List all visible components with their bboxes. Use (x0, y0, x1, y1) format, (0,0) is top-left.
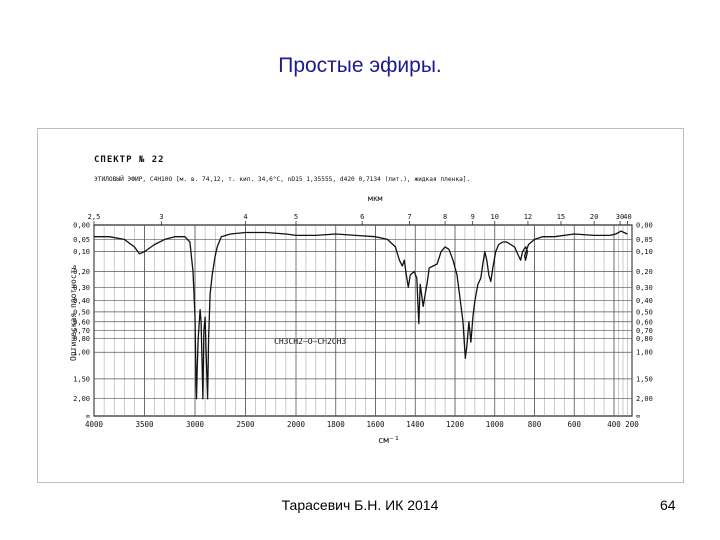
left-tick-label: 0,05 (73, 236, 90, 244)
spectrum-series (94, 230, 628, 400)
left-tick-label: 0,70 (73, 327, 90, 335)
top-tick-label: 2,5 (88, 213, 101, 221)
right-tick-label: 0,20 (636, 268, 653, 276)
spectrum-frame (37, 128, 684, 483)
right-tick-label: 0,10 (636, 248, 653, 256)
bottom-tick-label: 4000 (85, 420, 104, 429)
left-tick-label: 0,20 (73, 268, 90, 276)
top-tick-label: 30 (616, 213, 624, 221)
grid (93, 224, 633, 417)
bottom-tick-label: 3500 (135, 420, 154, 429)
top-tick-label: 20 (590, 213, 598, 221)
right-tick-label: 0,00 (636, 222, 653, 230)
bottom-tick-label: 1200 (446, 420, 465, 429)
bottom-tick-label: 1400 (406, 420, 425, 429)
page-number: 64 (660, 497, 676, 513)
bottom-tick-label: 200 (625, 420, 639, 429)
right-tick-label: 0,80 (636, 335, 653, 343)
right-tick-label: 0,40 (636, 297, 653, 305)
bottom-tick-label: 1600 (366, 420, 385, 429)
inset-formula-label: CH3CH2–O–CH2CH3 (274, 337, 346, 346)
left-tick-label: ∞ (86, 413, 90, 421)
right-tick-label: 0,05 (636, 236, 653, 244)
bottom-tick-label: 1800 (327, 420, 346, 429)
right-tick-label: 2,00 (636, 395, 653, 403)
spectrum-line-0 (94, 230, 628, 400)
bottom-tick-label: 600 (567, 420, 581, 429)
top-tick-label: 40 (623, 213, 631, 221)
bottom-tick-label: 1000 (486, 420, 505, 429)
top-axis-title: мкм (368, 194, 383, 203)
top-tick-label: 5 (294, 213, 298, 221)
axis-ticks: 4000 3500 3000 2500 2000 1800 1600 1400 1200 1000… (73, 213, 653, 429)
left-tick-label: 0,50 (73, 308, 90, 316)
top-tick-label: 9 (471, 213, 475, 221)
top-tick-label: 3 (159, 213, 163, 221)
left-tick-label: 2,00 (73, 395, 90, 403)
top-tick-label: 4 (243, 213, 247, 221)
bottom-tick-label: 2500 (236, 420, 255, 429)
right-tick-label: ∞ (636, 413, 640, 421)
spectrum-header-line1: СПЕКТР № 22 (94, 155, 165, 165)
spectrum-header-line2: ЭТИЛОВЫЙ ЭФИР, C4H10O [м. в. 74,12, т. к… (94, 174, 470, 183)
bottom-tick-label: 400 (607, 420, 621, 429)
top-tick-label: 15 (557, 213, 565, 221)
right-tick-label: 0,30 (636, 284, 653, 292)
bottom-axis-title: см⁻¹ (378, 436, 400, 446)
right-tick-label: 1,50 (636, 375, 653, 383)
top-tick-label: 6 (360, 213, 364, 221)
top-tick-label: 12 (524, 213, 532, 221)
left-tick-label: 0,80 (73, 335, 90, 343)
right-tick-label: 0,70 (636, 327, 653, 335)
left-tick-label: 1,50 (73, 375, 90, 383)
right-tick-label: 0,50 (636, 308, 653, 316)
bottom-tick-label: 2000 (287, 420, 306, 429)
left-axis-title: Оптическая плотность (69, 264, 78, 361)
left-tick-label: 0,30 (73, 284, 90, 292)
top-tick-label: 10 (491, 213, 499, 221)
footer-author: Тарасевич Б.Н. ИК 2014 (281, 497, 439, 513)
right-tick-label: 1,00 (636, 349, 653, 357)
left-tick-label: 0,40 (73, 297, 90, 305)
left-tick-label: 1,00 (73, 349, 90, 357)
slide-title: Простые эфиры. (278, 54, 442, 77)
left-tick-label: 0,60 (73, 318, 90, 326)
top-tick-label: 7 (407, 213, 411, 221)
bottom-tick-label: 800 (528, 420, 542, 429)
top-tick-label: 8 (443, 213, 447, 221)
bottom-tick-label: 3000 (186, 420, 205, 429)
left-tick-label: 0,10 (73, 248, 90, 256)
left-tick-label: 0,00 (73, 222, 90, 230)
right-tick-label: 0,60 (636, 318, 653, 326)
ir-spectrum-chart: СПЕКТР № 22 ЭТИЛОВЫЙ ЭФИР, C4H10O [м. в.… (69, 155, 653, 446)
